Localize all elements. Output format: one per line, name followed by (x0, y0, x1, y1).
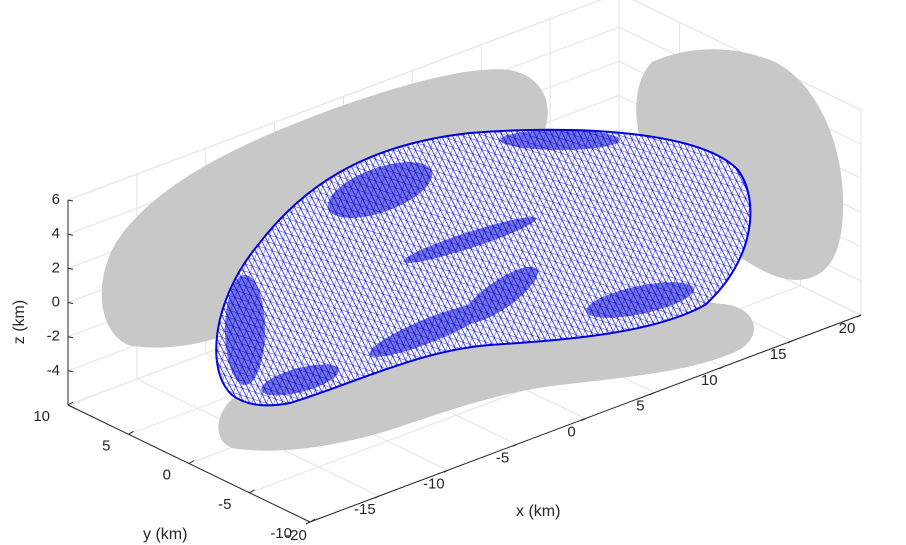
x-tick-label: -15 (354, 501, 376, 518)
x-axis-label: x (km) (516, 503, 560, 520)
x-tick-label: 5 (636, 398, 644, 415)
x-tick (581, 418, 586, 421)
z-tick-label: 2 (52, 259, 60, 276)
shadow-floor (218, 300, 754, 451)
mesh-body-outline (215, 128, 752, 407)
x-tick (374, 495, 380, 499)
z-tick-label: -2 (47, 328, 60, 345)
x-tick (443, 469, 449, 473)
z-tick (67, 370, 74, 373)
y-tick (67, 401, 74, 406)
y-tick-label: -5 (218, 496, 231, 513)
z-tick (67, 336, 74, 339)
y-tick-label: 0 (163, 466, 171, 483)
x-tick-label: -20 (285, 527, 307, 544)
z-tick (67, 199, 74, 202)
x-tick-label: 0 (567, 423, 575, 440)
y-axis-label: y (km) (143, 526, 187, 543)
x-tick (305, 521, 311, 525)
x-tick-label: 15 (770, 346, 787, 363)
box-edge (67, 0, 602, 201)
y-tick (128, 430, 134, 435)
y-tick-label: -10 (270, 525, 292, 542)
x-tick (856, 314, 862, 318)
y-tick (309, 518, 316, 523)
shadow-side-wall (636, 49, 844, 280)
x-tick (512, 443, 517, 447)
x-tick (719, 366, 724, 370)
y-tick (188, 460, 195, 464)
x-tick-label: 20 (839, 320, 856, 337)
x-tick-label: -10 (423, 475, 445, 492)
z-tick (67, 267, 74, 270)
axis-ticks (67, 199, 862, 525)
z-tick-label: 6 (52, 191, 60, 208)
y-tick-label: 10 (33, 408, 50, 425)
x-tick (650, 392, 655, 396)
z-tick (67, 233, 74, 236)
mesh-dense-regions (225, 130, 694, 396)
z-axis-label: z (km) (11, 300, 28, 344)
z-tick-label: 4 (52, 225, 60, 242)
x-tick (787, 340, 793, 344)
x-tick-label: 10 (701, 372, 718, 389)
x-tick-label: -5 (496, 449, 509, 466)
box-edge (632, 0, 862, 111)
y-tick-label: 5 (102, 437, 110, 454)
z-tick-label: 0 (52, 293, 60, 310)
z-tick (67, 302, 74, 304)
z-tick-label: -4 (47, 362, 60, 379)
y-tick (249, 489, 255, 494)
